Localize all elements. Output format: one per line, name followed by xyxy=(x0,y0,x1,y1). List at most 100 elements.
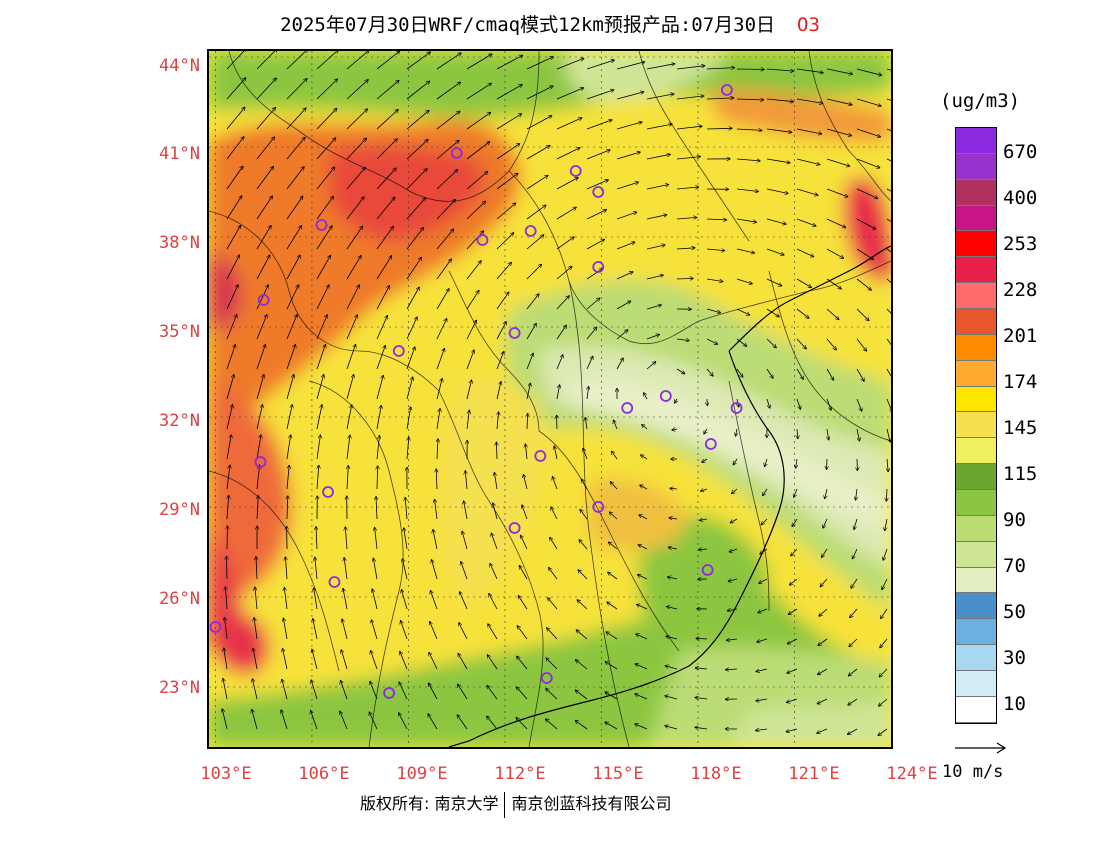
wind-arrow xyxy=(346,138,367,160)
legend-swatch xyxy=(956,438,996,465)
wind-arrow xyxy=(666,636,678,640)
wind-arrow xyxy=(436,469,437,490)
wind-arrow xyxy=(376,110,398,130)
wind-arrow xyxy=(493,503,498,520)
wind-arrow xyxy=(646,334,660,340)
wind-arrow xyxy=(556,385,560,400)
wind-arrow xyxy=(316,435,320,460)
wind-arrow xyxy=(556,178,578,190)
legend-swatch xyxy=(956,671,996,697)
wind-arrow xyxy=(435,499,438,520)
wind-arrow xyxy=(286,344,296,370)
station-marker xyxy=(257,294,270,306)
wind-arrow xyxy=(646,154,670,160)
wind-arrow xyxy=(226,78,246,100)
wind-arrow xyxy=(549,568,558,580)
wind-arrow xyxy=(787,638,798,644)
wind-arrow xyxy=(586,90,614,100)
wind-arrow xyxy=(226,285,238,310)
wind-arrow xyxy=(879,668,888,677)
legend-swatch xyxy=(956,360,996,387)
lon-label-118: 118°E xyxy=(690,764,742,784)
wind-arrow xyxy=(461,561,468,580)
wind-arrow xyxy=(635,664,648,670)
wind-arrow xyxy=(316,167,335,190)
wind-arrow xyxy=(341,680,348,700)
wind-arrow xyxy=(281,710,288,730)
wind-arrow xyxy=(827,458,828,470)
lat-label-29: 29°N xyxy=(159,500,200,520)
wind-arrow xyxy=(856,398,862,411)
wind-arrow xyxy=(640,485,648,490)
wind-arrow xyxy=(256,51,277,70)
wind-arrow xyxy=(847,728,858,735)
copyright-right: 南京创蓝科技有限公司 xyxy=(511,794,672,813)
wind-arrow xyxy=(286,374,294,400)
wind-arrow xyxy=(886,248,891,253)
wind-arrow xyxy=(675,398,678,403)
wind-arrow xyxy=(886,368,891,377)
wind-arrow xyxy=(880,638,888,648)
wind-arrow xyxy=(286,51,308,70)
wind-arrow xyxy=(556,88,584,100)
wind-arrow xyxy=(406,110,429,130)
wind-arrow xyxy=(287,496,288,520)
wind-arrow xyxy=(796,98,823,103)
wind-arrow xyxy=(458,684,468,700)
wind-arrow xyxy=(736,158,760,161)
wind-arrow xyxy=(794,488,798,497)
wind-arrow xyxy=(586,327,597,340)
legend-label: 670 xyxy=(1003,141,1038,163)
legend-label: 70 xyxy=(1003,555,1026,577)
wind-arrow xyxy=(706,249,725,251)
station-marker xyxy=(704,438,717,450)
wind-arrow xyxy=(729,548,738,552)
wind-arrow xyxy=(466,261,481,280)
legend-swatch xyxy=(956,231,996,258)
wind-arrow xyxy=(796,218,816,226)
wind-arrow xyxy=(376,315,388,340)
wind-arrow xyxy=(823,518,828,528)
wind-arrow xyxy=(376,80,399,100)
wind-arrow xyxy=(436,140,459,160)
wind-arrow xyxy=(550,537,558,550)
wind-arrow xyxy=(639,515,648,520)
wind-arrow xyxy=(733,458,738,465)
wind-arrow xyxy=(399,713,408,730)
wind-arrow xyxy=(730,518,738,523)
wind-arrow xyxy=(886,158,891,162)
wind-arrow xyxy=(376,139,397,160)
wind-arrow xyxy=(727,609,738,611)
wind-arrow xyxy=(316,138,336,160)
wind-arrow xyxy=(376,197,395,220)
wind-arrow xyxy=(856,488,858,500)
wind-arrow xyxy=(436,170,458,190)
wind-arrow xyxy=(223,678,228,700)
station-marker xyxy=(592,261,605,273)
wind-arrow xyxy=(346,315,358,340)
wind-arrow xyxy=(706,338,718,344)
wind-arrow xyxy=(518,596,528,610)
wind-arrow xyxy=(616,242,635,250)
wind-arrow xyxy=(283,618,288,640)
station-markers xyxy=(209,84,743,699)
lat-label-38: 38°N xyxy=(159,233,200,253)
wind-arrow xyxy=(695,698,708,700)
wind-arrow xyxy=(406,347,415,370)
wind-arrow xyxy=(460,592,468,610)
wind-arrow xyxy=(760,548,768,554)
wind-arrow xyxy=(796,68,823,73)
wind-arrow xyxy=(256,225,271,250)
wind-arrow xyxy=(517,626,528,640)
wind-arrow xyxy=(796,458,797,468)
wind-arrow xyxy=(489,594,498,610)
lon-label-124: 124°E xyxy=(886,764,938,784)
wind-arrow xyxy=(372,589,378,610)
wind-arrow xyxy=(316,226,332,250)
wind-arrow xyxy=(226,315,237,340)
wind-arrow xyxy=(616,122,642,130)
wind-arrow xyxy=(526,57,553,70)
wind-arrow xyxy=(736,308,750,315)
wind-arrow xyxy=(826,368,834,380)
wind-arrow xyxy=(256,374,264,400)
